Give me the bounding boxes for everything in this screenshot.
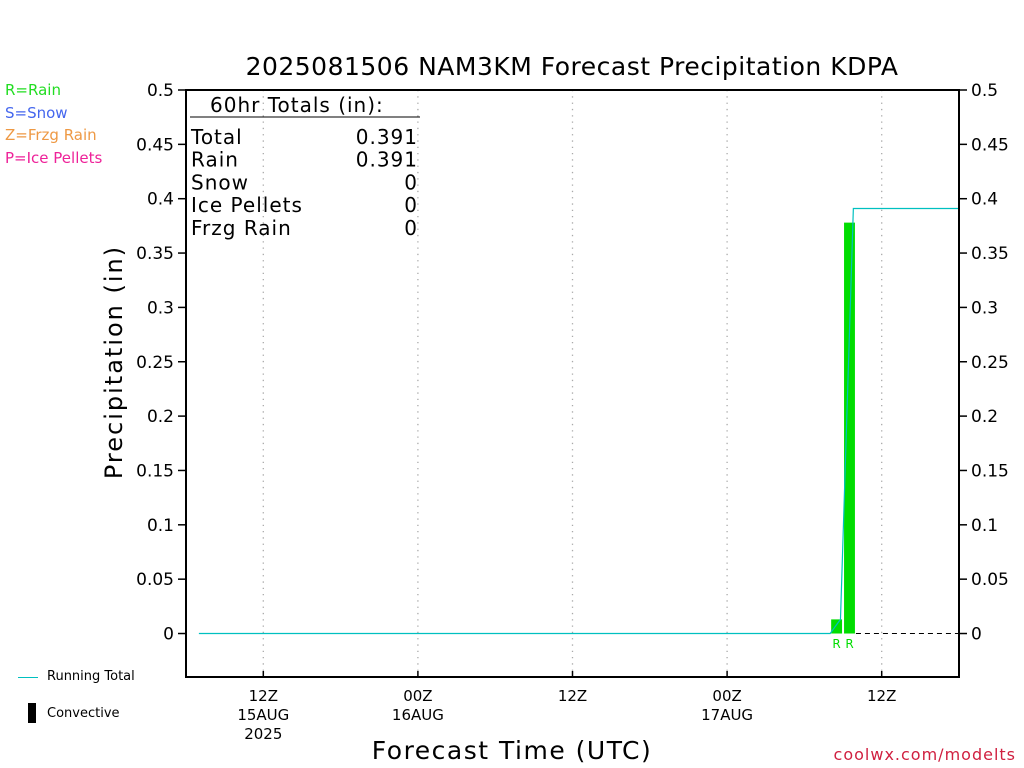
x-tick-label: 12Z xyxy=(558,687,587,705)
convective-legend-label: Convective xyxy=(47,706,120,721)
running-total-legend-swatch xyxy=(18,677,38,678)
totals-label: Frzg Rain xyxy=(191,216,292,240)
running-total-line xyxy=(198,207,959,635)
totals-value: 0 xyxy=(404,193,418,217)
x-tick-date: 17AUG xyxy=(701,706,753,724)
totals-value: 0 xyxy=(404,216,418,240)
running-total-legend-label: Running Total xyxy=(47,669,135,684)
y-tick-label-left: 0 xyxy=(163,625,174,645)
key-frzg-rain: Z=Frzg Rain xyxy=(5,126,97,144)
y-tick-label-left: 0.35 xyxy=(136,244,174,264)
y-tick-label-right: 0.3 xyxy=(971,298,998,318)
credit-link[interactable]: coolwx.com/modelts xyxy=(833,745,1016,764)
x-tick-date: 16AUG xyxy=(392,706,444,724)
y-tick-label-right: 0.45 xyxy=(971,135,1009,155)
x-tick-year: 2025 xyxy=(244,725,282,743)
totals-label: Ice Pellets xyxy=(191,193,303,217)
x-tick-label: 00Z xyxy=(712,687,741,705)
y-tick-label-left: 0.5 xyxy=(147,81,174,101)
totals-label: Rain xyxy=(191,148,239,172)
totals-rows: Total 0.391 Rain 0.391 Snow 0 Ice Pellets 0 Frzg… xyxy=(190,125,418,240)
y-tick-label-left: 0.1 xyxy=(147,516,174,536)
convective-legend-swatch xyxy=(28,703,36,723)
y-tick-label-left: 0.45 xyxy=(136,135,174,155)
totals-header: 60hr Totals (in): xyxy=(210,93,384,117)
y-tick-label-left: 0.05 xyxy=(136,570,174,590)
rain-bar xyxy=(831,619,843,634)
y-tick-label-right: 0.05 xyxy=(971,570,1009,590)
y-tick-label-right: 0.15 xyxy=(971,461,1009,481)
precip-type-letter: R xyxy=(845,637,853,651)
y-tick-label-left: 0.3 xyxy=(147,298,174,318)
totals-value: 0.391 xyxy=(356,148,418,172)
x-tick-date: 15AUG xyxy=(237,706,289,724)
key-snow: S=Snow xyxy=(5,104,68,122)
x-tick-label: 12Z xyxy=(867,687,896,705)
totals-label: Snow xyxy=(191,170,249,194)
key-rain: R=Rain xyxy=(5,81,61,99)
y-tick-label-left: 0.15 xyxy=(136,461,174,481)
y-tick-label-right: 0.1 xyxy=(971,516,998,536)
x-axis-label: Forecast Time (UTC) xyxy=(372,736,652,765)
key-ice-pellets: P=Ice Pellets xyxy=(5,149,103,167)
running-total-path xyxy=(198,207,959,635)
y-tick-label-left: 0.4 xyxy=(147,190,174,210)
y-tick-label-right: 0.25 xyxy=(971,353,1009,373)
y-tick-label-right: 0 xyxy=(971,625,982,645)
chart-title: 2025081506 NAM3KM Forecast Precipitation… xyxy=(246,52,899,81)
precip-type-letter: R xyxy=(832,637,840,651)
rain-bars xyxy=(831,222,855,634)
x-tick-label: 12Z xyxy=(249,687,278,705)
y-axis-label: Precipitation (in) xyxy=(100,245,128,479)
y-tick-label-left: 0.2 xyxy=(147,407,174,427)
totals-box: 60hr Totals (in): Total 0.391 Rain 0.391 Sno… xyxy=(190,93,420,240)
totals-value: 0 xyxy=(404,170,418,194)
x-tick-label: 00Z xyxy=(403,687,432,705)
y-tick-label-right: 0.2 xyxy=(971,407,998,427)
rain-bar xyxy=(844,222,855,634)
y-axis-ticks: 0.5 0.5 0.45 0.45 0.4 0.4 0.35 0.35 0.3 0.3 0.25 0.… xyxy=(136,81,1009,645)
grid-lines xyxy=(262,90,883,677)
y-tick-label-right: 0.35 xyxy=(971,244,1009,264)
totals-label: Total xyxy=(190,125,243,149)
y-tick-label-right: 0.5 xyxy=(971,81,998,101)
y-tick-label-left: 0.25 xyxy=(136,353,174,373)
totals-value: 0.391 xyxy=(356,125,418,149)
y-tick-label-right: 0.4 xyxy=(971,190,998,210)
